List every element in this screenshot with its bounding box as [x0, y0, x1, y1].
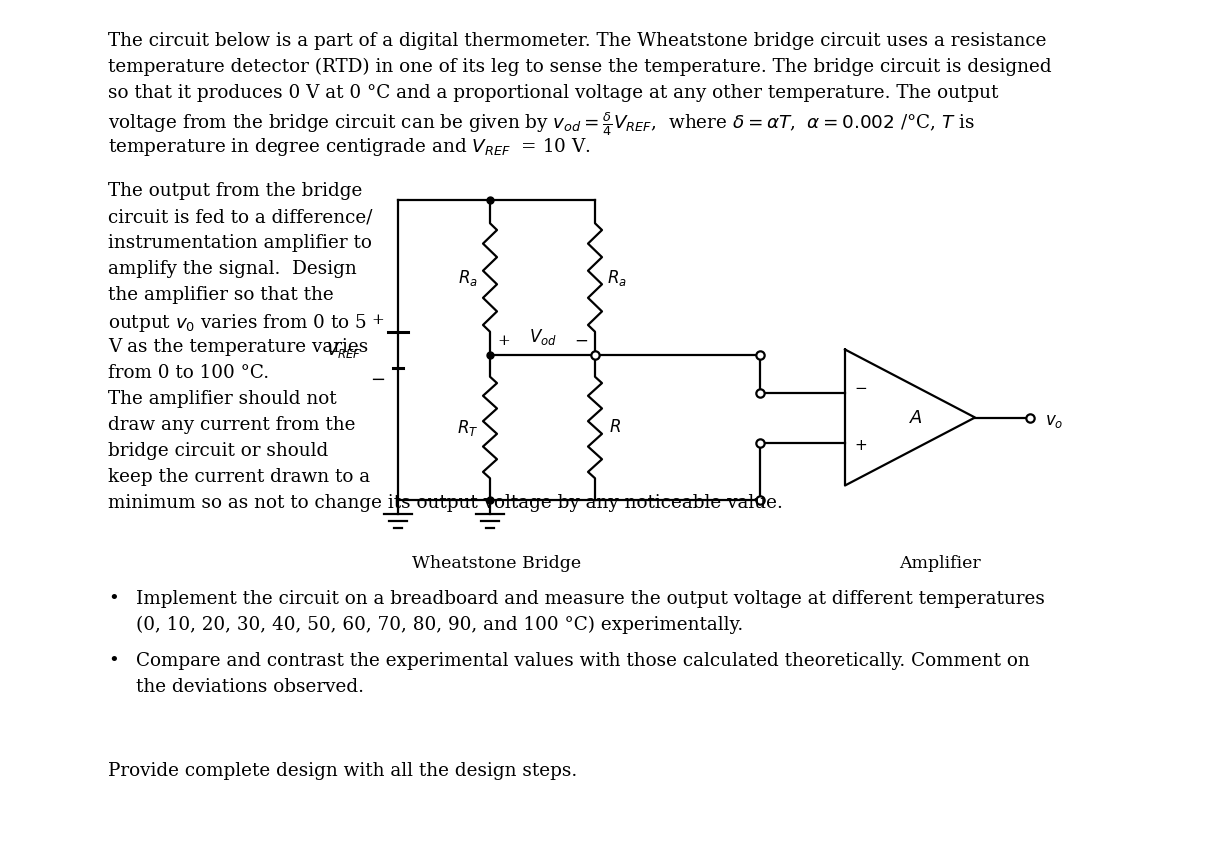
Text: The circuit below is a part of a digital thermometer. The Wheatstone bridge circ: The circuit below is a part of a digital…	[108, 32, 1047, 50]
Text: Wheatstone Bridge: Wheatstone Bridge	[412, 555, 581, 572]
Text: The output from the bridge: The output from the bridge	[108, 182, 362, 200]
Text: +: +	[854, 438, 868, 453]
Text: −: −	[854, 381, 868, 396]
Text: output $v_0$ varies from 0 to 5: output $v_0$ varies from 0 to 5	[108, 312, 367, 334]
Text: amplify the signal.  Design: amplify the signal. Design	[108, 260, 356, 278]
Text: minimum so as not to change its output voltage by any noticeable value.: minimum so as not to change its output v…	[108, 494, 783, 512]
Text: bridge circuit or should: bridge circuit or should	[108, 442, 328, 460]
Text: from 0 to 100 °C.: from 0 to 100 °C.	[108, 364, 269, 382]
Text: $R_a$: $R_a$	[458, 267, 477, 288]
Text: the deviations observed.: the deviations observed.	[136, 678, 364, 696]
Text: $R_a$: $R_a$	[607, 267, 627, 288]
Text: (0, 10, 20, 30, 40, 50, 60, 70, 80, 90, and 100 °C) experimentally.: (0, 10, 20, 30, 40, 50, 60, 70, 80, 90, …	[136, 616, 743, 634]
Text: $R_T$: $R_T$	[458, 417, 479, 437]
Text: Amplifier: Amplifier	[900, 555, 980, 572]
Text: instrumentation amplifier to: instrumentation amplifier to	[108, 234, 372, 252]
Text: +: +	[498, 334, 510, 348]
Text: •: •	[108, 652, 119, 670]
Text: temperature detector (RTD) in one of its leg to sense the temperature. The bridg: temperature detector (RTD) in one of its…	[108, 58, 1051, 76]
Text: Implement the circuit on a breadboard and measure the output voltage at differen: Implement the circuit on a breadboard an…	[136, 590, 1045, 608]
Text: Compare and contrast the experimental values with those calculated theoretically: Compare and contrast the experimental va…	[136, 652, 1029, 670]
Text: −: −	[371, 371, 386, 389]
Text: draw any current from the: draw any current from the	[108, 416, 355, 434]
Text: $V_{od}$: $V_{od}$	[529, 327, 557, 347]
Text: voltage from the bridge circuit can be given by $v_{od} = \frac{\delta}{4}V_{REF: voltage from the bridge circuit can be g…	[108, 110, 974, 138]
Text: The amplifier should not: The amplifier should not	[108, 390, 337, 408]
Text: $A$: $A$	[909, 409, 924, 426]
Text: −: −	[574, 332, 588, 349]
Text: Provide complete design with all the design steps.: Provide complete design with all the des…	[108, 762, 578, 780]
Text: $v_o$: $v_o$	[1045, 413, 1064, 430]
Text: temperature in degree centigrade and $V_{REF}$  = 10 V.: temperature in degree centigrade and $V_…	[108, 136, 591, 158]
Text: V as the temperature varies: V as the temperature varies	[108, 338, 368, 356]
Text: •: •	[108, 590, 119, 608]
Text: $V_{REF}$: $V_{REF}$	[327, 340, 362, 360]
Text: $R$: $R$	[610, 419, 621, 436]
Text: keep the current drawn to a: keep the current drawn to a	[108, 468, 370, 486]
Text: the amplifier so that the: the amplifier so that the	[108, 286, 334, 304]
Text: circuit is fed to a difference/: circuit is fed to a difference/	[108, 208, 372, 226]
Text: +: +	[372, 313, 384, 327]
Text: so that it produces 0 V at 0 °C and a proportional voltage at any other temperat: so that it produces 0 V at 0 °C and a pr…	[108, 84, 999, 102]
